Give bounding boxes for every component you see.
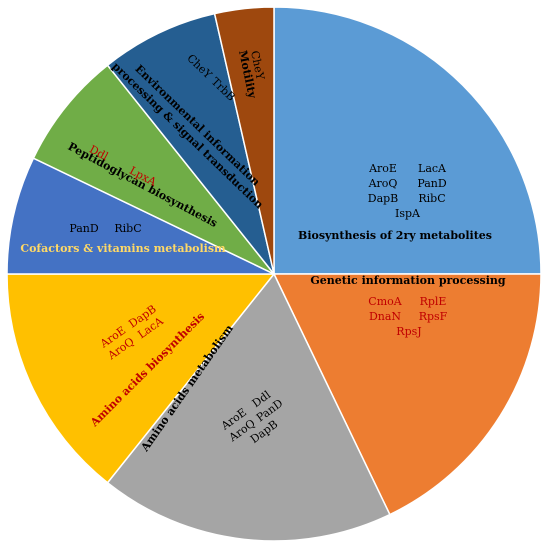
pie-slice-amino-acids-biosynthesis — [6, 273, 276, 484]
slice-title-cofactors-vitamins-metabolism: Cofactors & vitamins metabolism — [20, 242, 226, 255]
gene-label: DapB — [368, 192, 399, 205]
pie-slice-environmental-information-processing-signal-transduction — [106, 12, 275, 275]
pie-slices — [6, 6, 542, 542]
pie-slice-cofactors-vitamins-metabolism — [6, 157, 275, 275]
gene-label: RpsF — [419, 310, 448, 323]
pie-slice-peptidoglycan-biosynthesis — [32, 64, 275, 275]
gene-label: RpsJ — [396, 325, 421, 338]
gene-label: LacA — [418, 162, 447, 175]
gene-label: DnaN — [369, 310, 401, 323]
pie-slice-biosynthesis-of-2ry-metabolites — [273, 6, 542, 275]
pie-slice-genetic-information-processing — [272, 273, 542, 516]
gene-label: AroE — [368, 162, 397, 175]
gene-label: CmoA — [368, 295, 402, 308]
gene-label: RibC — [418, 192, 445, 205]
gene-label: AroQ — [368, 177, 398, 190]
gene-label: CheY — [248, 50, 267, 82]
slice-title-biosynthesis-of-2ry-metabolites: Biosynthesis of 2ry metabolites — [298, 229, 492, 242]
gene-list-motility: CheY — [248, 50, 267, 82]
slice-title-genetic-information-processing: Genetic information processing — [310, 274, 505, 287]
gene-label: RplE — [420, 295, 447, 308]
gene-label: RibC — [114, 222, 141, 235]
gene-list-biosynthesis-of-2ry-metabolites: AroE LacA AroQ PanD DapB RibC IspA — [368, 162, 447, 220]
gene-label: IspA — [395, 207, 421, 220]
gene-list-genetic-information-processing: CmoA RplE DnaN RpsF RpsJ — [368, 295, 447, 338]
gene-label: PanD — [417, 177, 447, 190]
gene-list-cofactors-vitamins-metabolism: PanD RibC — [69, 222, 141, 235]
pie-slice-amino-acids-metabolism — [106, 272, 391, 542]
gene-label: PanD — [69, 222, 99, 235]
pie-slice-motility — [213, 6, 275, 275]
